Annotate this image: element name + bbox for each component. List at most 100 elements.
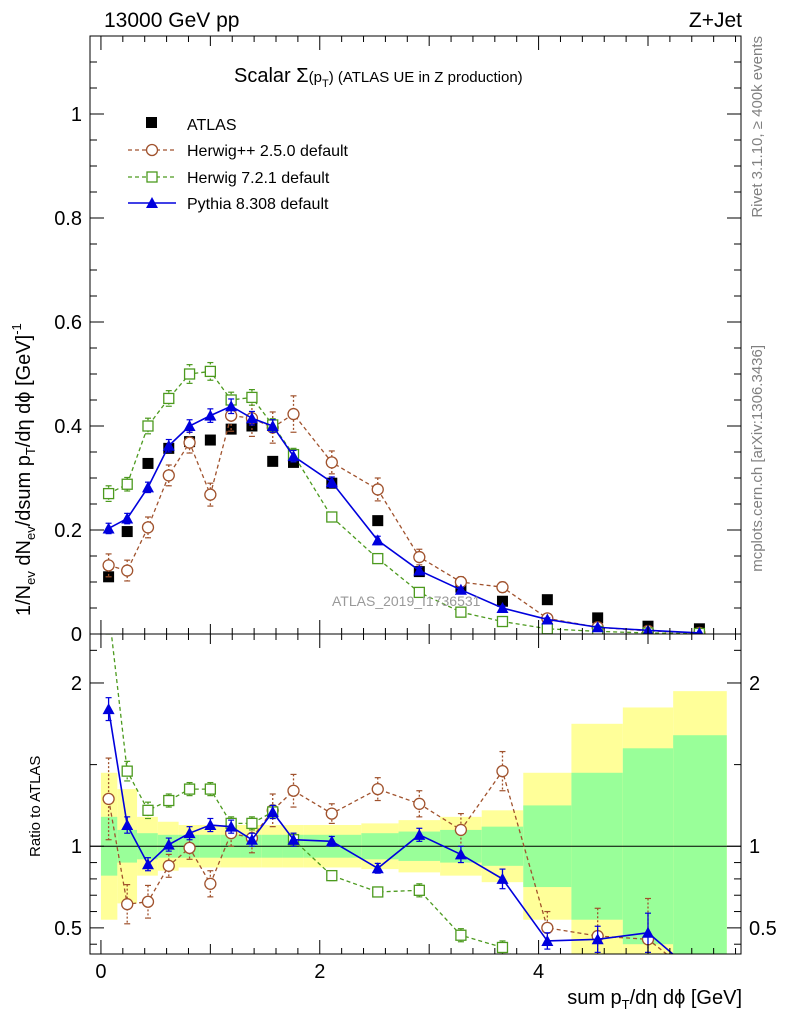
data-point-pythia	[371, 534, 384, 546]
ratio-point-pythia	[325, 835, 338, 847]
data-point-atlas	[592, 612, 604, 624]
ratio-y-tick-label: 2	[71, 673, 82, 695]
ratio-point-herwigpp	[183, 841, 196, 855]
data-point-herwigpp	[496, 581, 509, 594]
ratio-point-herwig7	[413, 884, 425, 896]
ratio-point-pythia	[245, 833, 258, 845]
ratio-point-herwig7	[204, 783, 217, 795]
x-tick-label: 4	[533, 961, 544, 983]
ratio-point-pythia	[141, 858, 154, 870]
data-point-herwigpp	[204, 488, 217, 501]
ratio-point-herwigpp	[102, 792, 115, 806]
data-point-herwig7	[183, 368, 196, 380]
ratio-point-herwigpp	[371, 782, 384, 796]
ratio-y-tick-label: 1	[71, 836, 82, 858]
ratio-y-axis-title: Ratio to ATLAS	[27, 756, 44, 857]
data-point-atlas	[496, 595, 508, 607]
data-point-pythia	[245, 412, 258, 424]
data-point-atlas	[121, 526, 133, 538]
ratio-point-herwigpp	[141, 895, 155, 908]
ratio-point-pythia	[541, 934, 554, 946]
main-y-tick-label: 0.8	[54, 208, 82, 230]
main-y-tick-label: 0.6	[54, 312, 82, 334]
ratio-point-pythia	[413, 828, 426, 840]
ratio-point-herwig7	[142, 804, 154, 816]
ratio-point-pythia	[266, 805, 279, 817]
data-point-herwigpp	[102, 559, 115, 572]
header-right-label: Z+Jet	[689, 9, 742, 32]
legend: ATLAS Herwig++ 2.5.0 default Herwig 7.2.…	[128, 117, 349, 213]
ratio-point-herwigpp	[694, 975, 705, 986]
ratio-band-inner	[673, 735, 727, 954]
ratio-point-herwigpp	[541, 921, 554, 935]
ratio-point-herwig7	[455, 929, 467, 941]
ratio-uncertainty-bands	[100, 691, 727, 954]
legend-label-herwig7: Herwig 7.2.1 default	[187, 170, 330, 187]
data-point-atlas	[204, 434, 216, 446]
data-point-pythia	[287, 450, 300, 462]
ratio-point-pythia	[162, 838, 175, 850]
ratio-point-herwigpp	[204, 877, 217, 890]
data-point-herwigpp	[121, 564, 134, 577]
data-point-pythia	[454, 583, 467, 595]
ratio-y-tick-label: 0.5	[749, 918, 777, 940]
data-point-pythia	[204, 409, 217, 421]
data-point-herwigpp	[287, 407, 300, 421]
data-point-herwigpp	[325, 456, 338, 469]
ratio-point-herwigpp	[413, 797, 426, 810]
data-point-pythia	[541, 613, 554, 625]
data-point-herwig7	[496, 615, 509, 628]
plot-title: Scalar Σ(pT) (ATLAS UE in Z production)	[234, 65, 523, 90]
x-tick-label: 0	[95, 961, 106, 983]
ratio-point-herwigpp	[121, 898, 134, 911]
rivet-side-label: Rivet 3.1.10, ≥ 400k events	[749, 36, 766, 218]
ratio-point-herwig7	[183, 783, 196, 795]
analysis-watermark: ATLAS_2019_I1736531	[332, 593, 481, 609]
axis-ticks: 0 0.2 0.4 0.6 0.8 1 0 2 4 0.5 0.5 1 1 2 2	[54, 35, 777, 983]
data-point-herwigpp	[371, 483, 384, 496]
data-point-pythia	[413, 564, 426, 576]
ratio-point-pythia	[225, 820, 238, 832]
ratio-panel	[90, 634, 741, 986]
ratio-point-herwigpp	[325, 807, 338, 820]
data-point-pythia	[496, 602, 509, 613]
data-point-pythia	[102, 522, 115, 534]
ratio-point-herwig7	[246, 817, 258, 830]
data-point-herwig7	[455, 606, 467, 618]
ratio-point-herwigpp	[287, 784, 300, 797]
ratio-point-herwigpp	[454, 823, 468, 837]
data-point-herwig7	[204, 365, 217, 378]
data-point-pythia	[183, 420, 196, 431]
data-point-atlas	[142, 457, 154, 469]
data-point-atlas	[267, 455, 279, 467]
data-point-herwig7	[163, 392, 175, 405]
legend-marker-herwigpp	[145, 143, 159, 157]
data-point-herwig7	[121, 478, 133, 490]
main-y-tick-label: 0.2	[54, 520, 82, 542]
ratio-point-herwig7	[326, 869, 338, 882]
ratio-point-herwig7	[496, 941, 509, 954]
ratio-point-pythia	[693, 971, 705, 982]
mcplots-side-label: mcplots.cern.ch [arXiv:1306.3436]	[749, 345, 766, 572]
header-left-label: 13000 GeV pp	[104, 9, 239, 32]
legend-label-herwigpp: Herwig++ 2.5.0 default	[187, 143, 349, 160]
data-point-herwigpp	[141, 521, 155, 534]
ratio-point-herwig7	[163, 794, 175, 807]
ratio-point-pythia	[591, 933, 604, 945]
ratio-point-pythia	[183, 827, 196, 839]
legend-marker-pythia	[146, 197, 158, 208]
main-y-tick-label: 0	[71, 624, 82, 646]
data-point-pythia	[591, 621, 604, 633]
legend-label-atlas: ATLAS	[187, 117, 237, 134]
data-point-herwig7	[246, 391, 258, 404]
ratio-point-pythia	[454, 848, 467, 860]
data-point-herwig7	[541, 623, 553, 634]
ratio-point-pythia	[287, 833, 300, 845]
ratio-y-tick-label: 0.5	[54, 918, 82, 940]
ratio-point-herwigpp	[496, 764, 509, 778]
data-point-atlas	[541, 594, 553, 606]
data-point-pythia	[162, 439, 175, 451]
data-point-pythia	[695, 626, 704, 634]
ratio-point-herwigpp	[162, 859, 175, 872]
